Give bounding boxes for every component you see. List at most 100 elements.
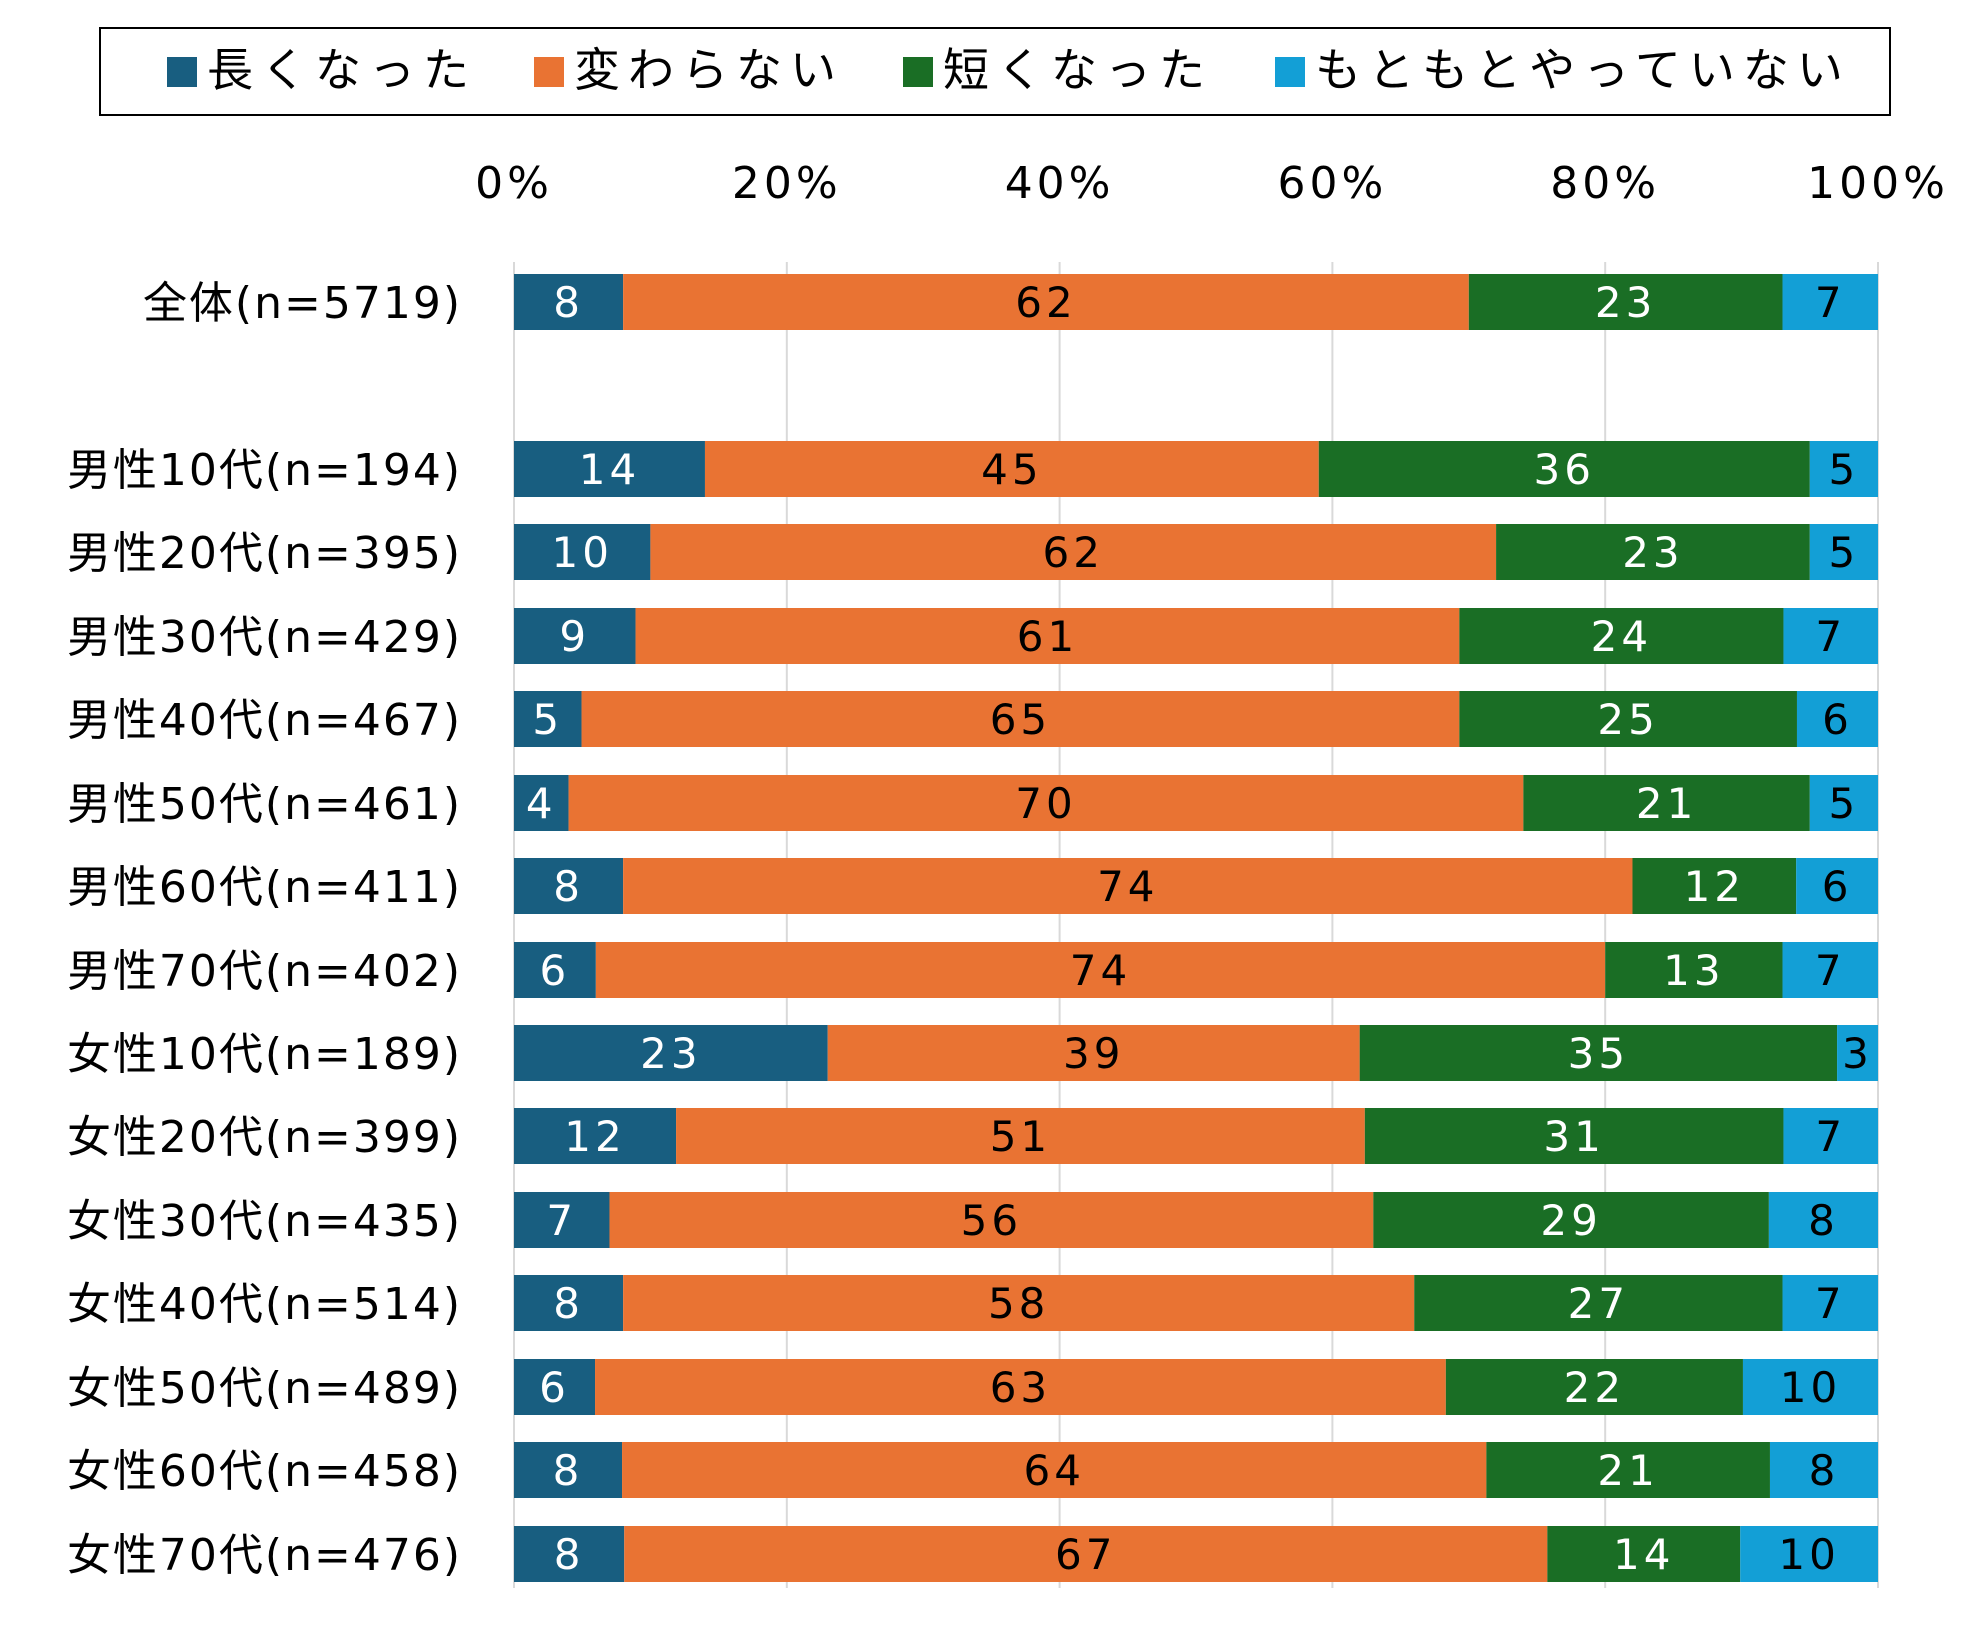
- data-label: 5: [1829, 445, 1860, 494]
- data-label: 8: [553, 1446, 584, 1495]
- bar-segment: [595, 1359, 1446, 1415]
- legend-label-3: 短くなった: [943, 43, 1213, 97]
- bar-segment: [514, 524, 651, 580]
- data-label: 21: [1636, 779, 1697, 828]
- data-label: 31: [1543, 1112, 1604, 1161]
- data-label: 8: [554, 1530, 585, 1579]
- x-tick-label-1: 0%: [475, 158, 553, 209]
- data-label: 5: [532, 695, 563, 744]
- data-label: 6: [540, 946, 571, 995]
- data-label: 7: [546, 1196, 577, 1245]
- data-label: 61: [1017, 612, 1078, 661]
- bar-segment: [1373, 1192, 1769, 1248]
- category-labels: 全体(n=5719) 男性10代(n=194) 男性20代(n=395) 男性30代(…: [67, 278, 462, 1581]
- data-label: 7: [1815, 1279, 1846, 1328]
- bar-segment: [623, 274, 1469, 330]
- data-label: 27: [1568, 1279, 1629, 1328]
- bar-segment: [595, 942, 1606, 998]
- data-label: 9: [559, 612, 590, 661]
- bar-segment: [1742, 1359, 1878, 1415]
- bar-segment: [676, 1108, 1365, 1164]
- legend: 長くなった 変わらない 短くなった もともとやっていない: [167, 43, 1851, 97]
- category-label: 男性60代(n=411): [67, 862, 462, 913]
- legend-label-2: 変わらない: [574, 43, 844, 97]
- bar-segment: [1769, 1442, 1878, 1498]
- data-label: 3: [1842, 1029, 1873, 1078]
- data-label: 6: [539, 1363, 570, 1412]
- data-label: 56: [961, 1196, 1022, 1245]
- bar-segment: [514, 1192, 610, 1248]
- bar-segment: [1809, 524, 1878, 580]
- bar-segment: [1496, 524, 1810, 580]
- x-tick-label-5: 80%: [1550, 158, 1660, 209]
- category-label: 女性60代(n=458): [67, 1446, 462, 1497]
- category-label: 女性20代(n=399): [67, 1112, 462, 1163]
- data-label: 63: [990, 1363, 1051, 1412]
- legend-swatch-3: [903, 57, 933, 87]
- data-label: 21: [1597, 1446, 1658, 1495]
- data-label: 8: [1809, 1446, 1840, 1495]
- bar-segment: [827, 1025, 1360, 1081]
- category-label: 男性10代(n=194): [67, 445, 462, 496]
- data-label: 7: [1815, 946, 1846, 995]
- data-label: 14: [579, 445, 640, 494]
- data-label: 23: [1595, 278, 1656, 327]
- data-label: 6: [1822, 695, 1853, 744]
- bar-segment: [622, 1442, 1487, 1498]
- bar-segment: [514, 1025, 828, 1081]
- bar-segment: [1809, 441, 1878, 497]
- bar-segment: [704, 441, 1319, 497]
- bar-segment: [1459, 608, 1784, 664]
- data-label: 65: [990, 695, 1051, 744]
- bar-segment: [1782, 1275, 1878, 1331]
- x-tick-label-2: 20%: [732, 158, 842, 209]
- data-label: 45: [981, 445, 1042, 494]
- data-label: 58: [988, 1279, 1049, 1328]
- bar-segment: [609, 1192, 1374, 1248]
- data-label: 14: [1613, 1530, 1674, 1579]
- legend-label-4: もともとやっていない: [1315, 43, 1851, 97]
- bar-segment: [514, 1275, 624, 1331]
- bar-segment: [1837, 1025, 1878, 1081]
- bar-segment: [624, 1526, 1548, 1582]
- data-label: 5: [1829, 528, 1860, 577]
- bar-segment: [514, 608, 636, 664]
- data-label: 12: [1684, 862, 1745, 911]
- data-label: 24: [1591, 612, 1652, 661]
- data-label: 12: [564, 1112, 625, 1161]
- bar-segment: [1782, 942, 1878, 998]
- category-label: 男性30代(n=429): [67, 612, 462, 663]
- data-label: 23: [640, 1029, 701, 1078]
- bar-segment: [1468, 274, 1783, 330]
- data-label: 10: [551, 528, 612, 577]
- data-label: 5: [1829, 779, 1860, 828]
- bar-segment: [568, 775, 1524, 831]
- x-axis-ticks: 0% 20% 40% 60% 80% 100%: [475, 158, 1945, 209]
- bar-segment: [1796, 691, 1878, 747]
- x-tick-label-3: 40%: [1005, 158, 1115, 209]
- bar-segment: [581, 691, 1460, 747]
- legend-box: [99, 27, 1891, 116]
- data-label: 39: [1063, 1029, 1124, 1078]
- category-label: 男性20代(n=395): [67, 528, 462, 579]
- data-label: 70: [1015, 779, 1076, 828]
- bar-segment: [514, 775, 569, 831]
- bar-segment: [1605, 942, 1783, 998]
- bar-segment: [514, 1359, 596, 1415]
- bar-segment: [1783, 1108, 1878, 1164]
- bar-segment: [1809, 775, 1878, 831]
- data-label: 74: [1097, 862, 1158, 911]
- bar-segment: [514, 858, 624, 914]
- data-label: 13: [1663, 946, 1724, 995]
- category-label: 女性70代(n=476): [67, 1530, 462, 1581]
- category-label: 男性40代(n=467): [67, 695, 462, 746]
- bar-segment: [635, 608, 1460, 664]
- data-label: 10: [1778, 1530, 1839, 1579]
- bar-segment: [1783, 608, 1878, 664]
- category-label: 女性40代(n=514): [67, 1279, 462, 1330]
- data-label: 67: [1055, 1530, 1116, 1579]
- bar-segment: [623, 1275, 1415, 1331]
- data-label: 8: [553, 278, 584, 327]
- bar-segment: [514, 1526, 625, 1582]
